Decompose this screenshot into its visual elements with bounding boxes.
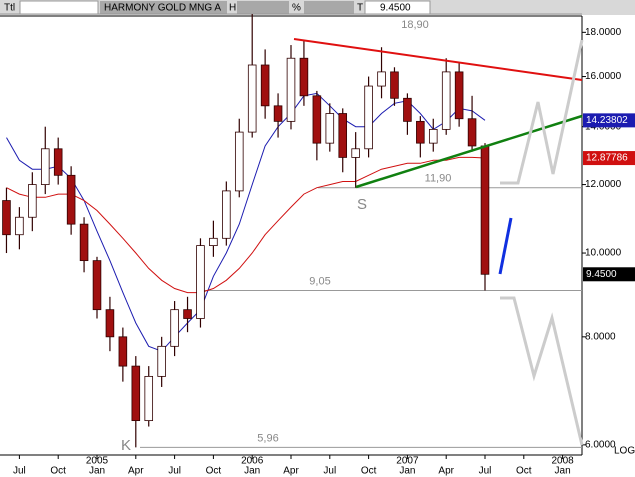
candle-body (15, 216, 24, 236)
candle-body (286, 57, 296, 122)
candle-body (480, 145, 490, 275)
x-tick-label: Oct (206, 466, 222, 477)
candle-body (351, 148, 360, 158)
price-box (583, 267, 635, 282)
moving-average (6, 156, 486, 294)
candle-body (441, 71, 451, 130)
candle-body (105, 309, 115, 338)
header-text: % (292, 3, 301, 14)
candle-body (377, 71, 386, 87)
x-tick-label: Apr (283, 466, 299, 477)
price-label: 14.23802 (586, 115, 628, 126)
candle-body (299, 57, 309, 97)
price-label: 9.4500 (586, 269, 617, 280)
header-text: T (357, 3, 363, 14)
candle-body (234, 131, 244, 192)
price-box (583, 151, 635, 166)
header-cell (304, 1, 354, 14)
level-label: 11,90 (425, 173, 452, 185)
annotation: K (121, 437, 131, 454)
y-tick-label: 12.0000 (585, 179, 622, 190)
candle-body (467, 118, 477, 147)
level-label: 18,90 (401, 19, 429, 31)
candle-body (118, 336, 128, 367)
candle-body (28, 184, 37, 218)
candle-body (79, 223, 89, 262)
x-tick-label: Jul (323, 466, 336, 477)
level-label: 9,05 (309, 275, 330, 287)
x-tick-label: Jul (479, 466, 492, 477)
candle-body (92, 260, 102, 311)
header-text: H (229, 3, 236, 14)
x-tick-label: Jan (244, 466, 260, 477)
header-text: HARMONY GOLD MNG A (104, 3, 221, 14)
candle-body (260, 64, 270, 107)
scale-label: LOG (614, 445, 635, 456)
candle-body (2, 200, 11, 236)
candle-body (325, 113, 335, 144)
candle-body (390, 71, 399, 99)
candle-body (157, 345, 166, 377)
x-tick-label: Apr (128, 466, 144, 477)
x-tick-label: Jan (399, 466, 415, 477)
candle-body (40, 148, 50, 185)
x-tick-label: Jan (89, 466, 105, 477)
candle-body (222, 190, 231, 239)
level-label: 5,96 (257, 432, 278, 444)
projection (498, 217, 513, 275)
header-cell (19, 0, 99, 15)
x-tick-label: Jul (13, 466, 26, 477)
candle-body (170, 309, 179, 347)
candle-body (338, 113, 348, 158)
x-tick-label: Jan (555, 466, 571, 477)
candle-body (273, 105, 283, 122)
y-tick-label: 8.0000 (585, 331, 616, 342)
candle-body (416, 120, 425, 144)
candle-body (144, 375, 154, 422)
candle-body (209, 237, 218, 247)
x-tick-label: Oct (516, 466, 532, 477)
annotation: S (357, 196, 367, 213)
candle-body (428, 128, 438, 144)
year-label: 2006 (241, 456, 264, 467)
x-tick-label: Jul (168, 466, 181, 477)
header-cell (100, 1, 227, 14)
candle-body (454, 71, 464, 120)
candle-body (53, 148, 63, 176)
candle-body (196, 245, 205, 319)
y-tick-label: 18.0000 (585, 27, 622, 38)
y-tick-label: 10.0000 (585, 248, 622, 259)
candle-body (247, 64, 257, 133)
candle-body (312, 95, 322, 144)
x-tick-label: Oct (361, 466, 377, 477)
projection (500, 39, 584, 185)
candle-body (364, 85, 373, 150)
candle-body (403, 97, 412, 122)
header-text: Ttl (4, 3, 15, 14)
candle-body (183, 309, 192, 319)
candle-body (131, 365, 141, 422)
year-label: 2007 (396, 456, 419, 467)
header-cell (237, 1, 289, 14)
header-text: 9.4500 (380, 3, 411, 14)
price-box (583, 113, 635, 128)
year-label: 2005 (86, 456, 109, 467)
candle-body (66, 174, 76, 225)
y-tick-label: 16.0000 (585, 71, 622, 82)
year-label: 2008 (551, 456, 574, 467)
price-label: 12.87786 (586, 153, 628, 164)
trendline (293, 38, 583, 81)
x-tick-label: Apr (438, 466, 454, 477)
y-tick-label: 6.0000 (585, 439, 616, 450)
drawings (293, 38, 584, 446)
projection (500, 296, 584, 446)
x-tick-label: Oct (50, 466, 66, 477)
